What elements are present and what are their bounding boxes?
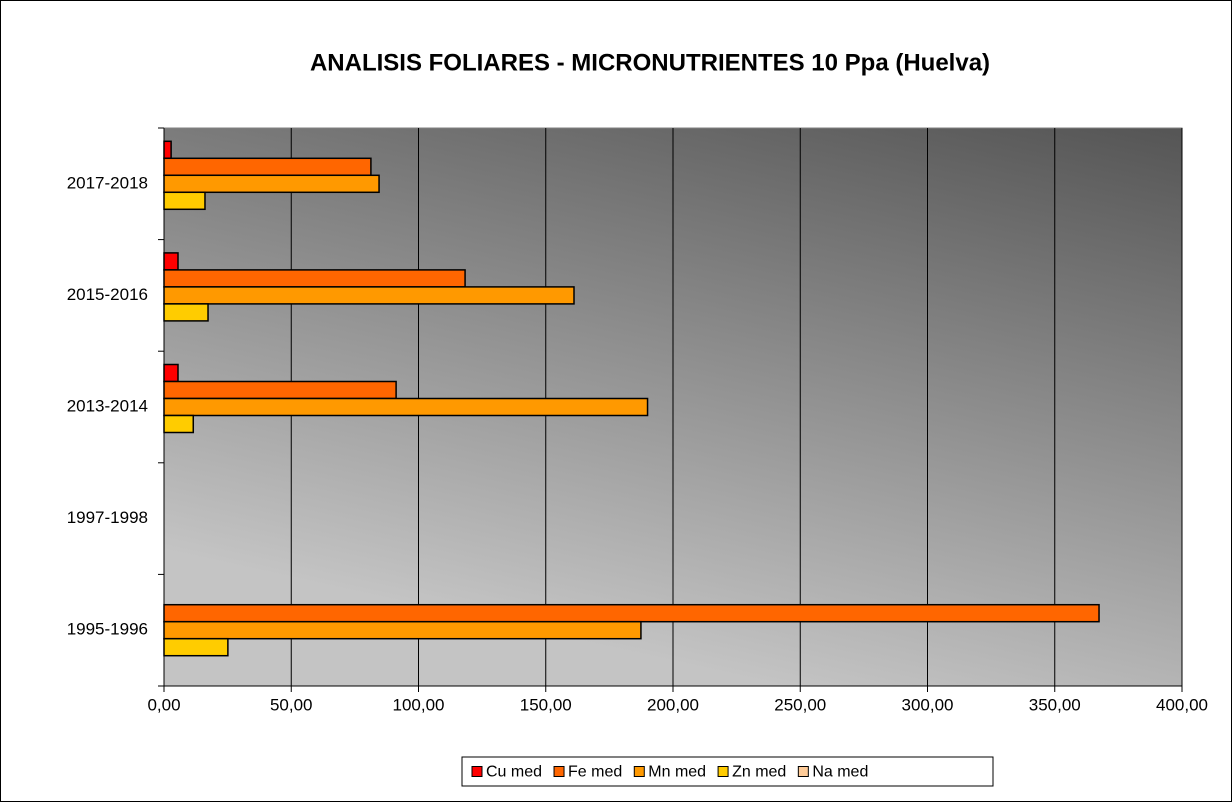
x-tick-label: 200,00 xyxy=(647,695,699,714)
bar xyxy=(163,363,179,383)
bar xyxy=(163,637,229,657)
x-tick-label: 0,00 xyxy=(147,695,180,714)
x-tick-label: 150,00 xyxy=(520,695,572,714)
bar xyxy=(163,286,575,305)
legend-swatch xyxy=(797,766,809,777)
legend-label: Mn med xyxy=(648,764,706,781)
y-tick-label: 1995-1996 xyxy=(67,620,148,639)
bar xyxy=(163,191,206,211)
bar xyxy=(163,397,649,417)
y-tick-label: 2015-2016 xyxy=(67,285,148,304)
bar xyxy=(163,603,1100,623)
bar xyxy=(163,303,209,322)
bar xyxy=(163,269,466,288)
x-tick-label: 350,00 xyxy=(1029,695,1081,714)
bar xyxy=(163,414,195,434)
y-tick-label: 1997-1998 xyxy=(67,508,148,527)
legend-swatch xyxy=(471,766,483,777)
legend-label: Fe med xyxy=(568,764,622,781)
x-tick-label: 50,00 xyxy=(270,695,313,714)
y-tick-label: 2017-2018 xyxy=(67,173,148,192)
legend-label: Cu med xyxy=(486,764,542,781)
bar xyxy=(163,140,172,160)
legend-swatch xyxy=(553,766,565,777)
bar xyxy=(163,174,380,194)
legend: Cu med Fe med Mn med Zn med Na med xyxy=(461,756,994,787)
bar xyxy=(163,380,397,400)
x-tick-label: 100,00 xyxy=(393,695,445,714)
legend-label: Na med xyxy=(812,764,868,781)
legend-swatch xyxy=(633,766,645,777)
bar xyxy=(163,252,179,271)
bar xyxy=(163,157,372,177)
y-tick-label: 2013-2014 xyxy=(67,396,148,415)
x-tick-label: 300,00 xyxy=(902,695,954,714)
legend-swatch xyxy=(717,766,729,777)
legend-label: Zn med xyxy=(732,764,786,781)
x-tick-label: 250,00 xyxy=(774,695,826,714)
x-tick-label: 400,00 xyxy=(1156,695,1208,714)
chart-title: ANALISIS FOLIARES - MICRONUTRIENTES 10 P… xyxy=(310,49,990,76)
bar xyxy=(163,620,642,640)
